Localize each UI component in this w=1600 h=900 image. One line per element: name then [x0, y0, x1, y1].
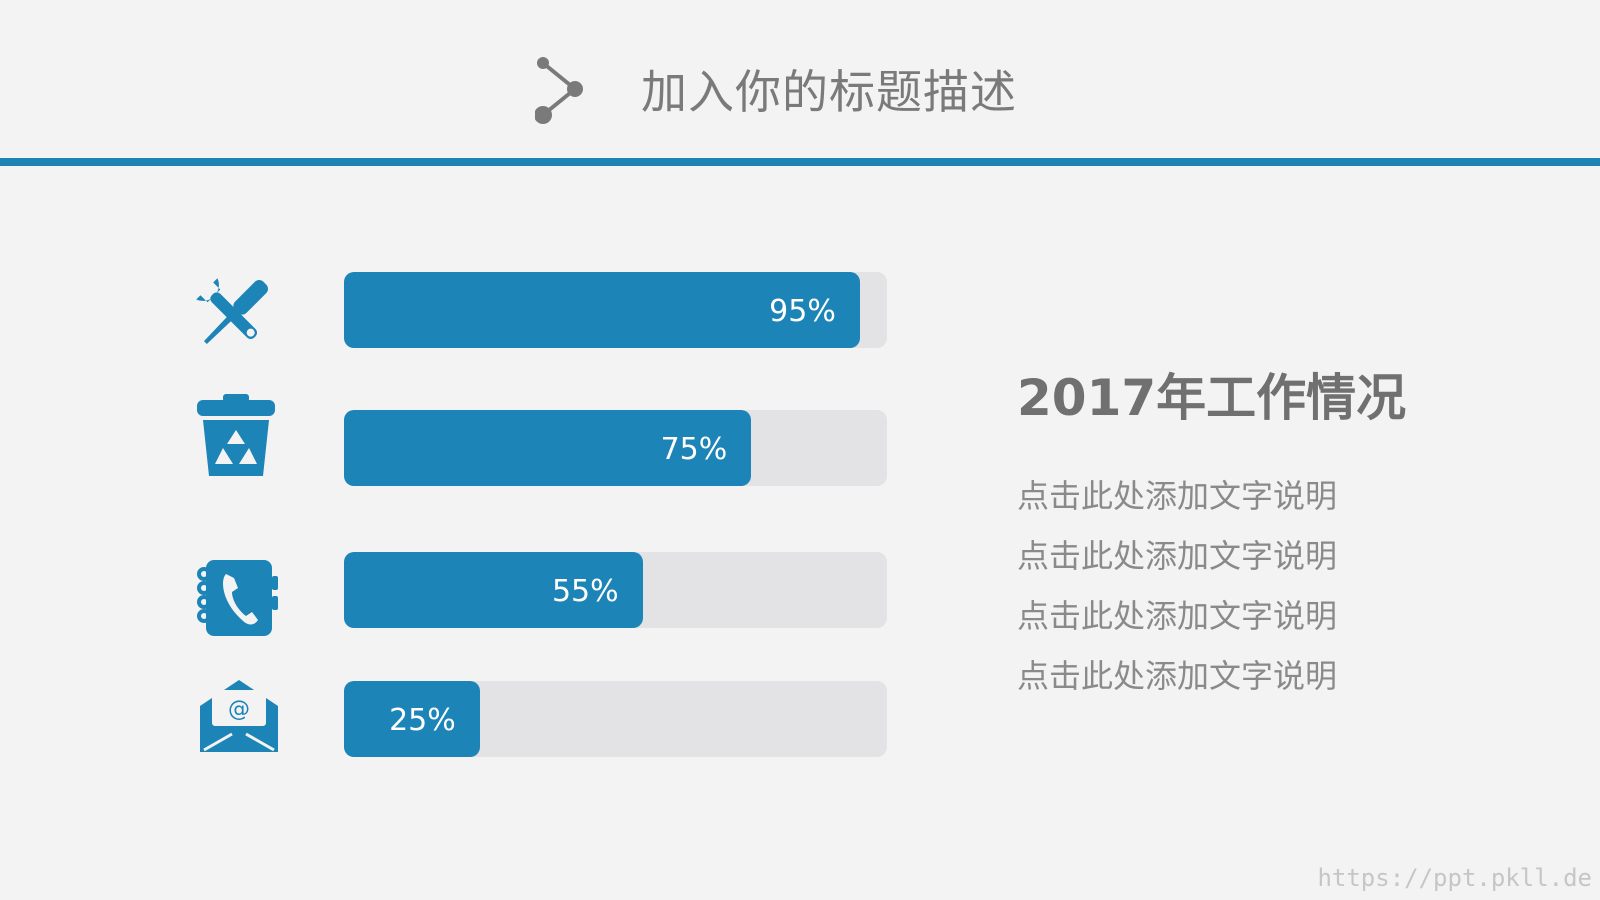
description-line: 点击此处添加文字说明	[1017, 477, 1338, 515]
progress-track: 55%	[344, 552, 887, 628]
header: 加入你的标题描述	[0, 0, 1600, 166]
share-node-icon	[535, 57, 583, 124]
progress-fill: 75%	[344, 410, 752, 486]
progress-fill: 25%	[344, 681, 480, 757]
progress-label: 25%	[389, 703, 456, 738]
progress-label: 95%	[769, 294, 836, 329]
description-line: 点击此处添加文字说明	[1017, 537, 1338, 575]
progress-label: 75%	[660, 432, 728, 467]
section-title: 2017年工作情况	[1017, 369, 1407, 427]
page-title: 加入你的标题描述	[641, 65, 1017, 119]
description-line: 点击此处添加文字说明	[1017, 597, 1338, 635]
progress-label: 55%	[551, 574, 619, 609]
description-line: 点击此处添加文字说明	[1017, 657, 1338, 695]
progress-fill: 95%	[344, 272, 860, 348]
progress-track: 95%	[344, 272, 887, 348]
progress-fill: 55%	[344, 552, 643, 628]
tools-icon	[196, 278, 268, 344]
recycle-bin-icon	[197, 394, 275, 476]
watermark: https://ppt.pkll.de	[1317, 864, 1592, 892]
header-divider	[0, 158, 1600, 166]
svg-text:@: @	[228, 697, 250, 722]
progress-track: 25%	[344, 681, 887, 757]
email-envelope-icon: @	[200, 680, 278, 752]
phone-book-icon	[197, 560, 278, 636]
progress-track: 75%	[344, 410, 887, 486]
